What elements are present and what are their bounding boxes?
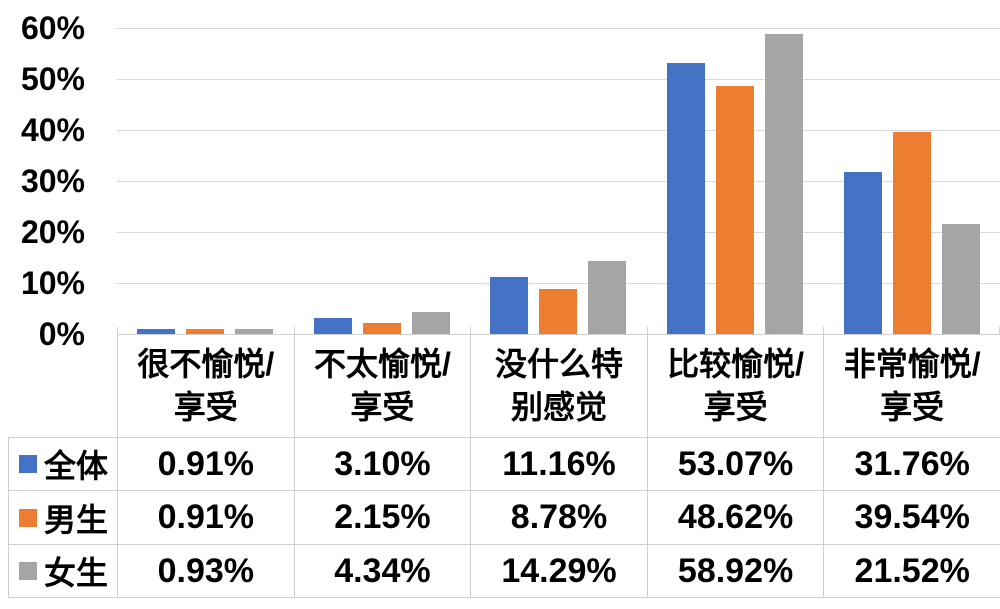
value-cell-s1-c3: 11.16% <box>470 437 647 490</box>
value-cell-s3-c1: 0.93% <box>117 544 294 598</box>
series-name: 男生 <box>44 501 109 538</box>
bar-group-5 <box>823 28 1000 334</box>
value-cell-s3-c4: 58.92% <box>646 544 824 598</box>
bar-group-3 <box>470 28 647 334</box>
bar-group-4 <box>647 28 824 334</box>
y-axis: 60% 50% 40% 30% 20% 10% 0% <box>0 0 85 351</box>
table-header-cell-4: 比较愉悦/ 享受 <box>646 334 824 437</box>
gridline <box>117 283 1000 284</box>
table-header-cell-5: 非常愉悦/ 享受 <box>823 334 1000 437</box>
bar-series1-cat3 <box>490 277 529 334</box>
legend-swatch-icon <box>19 562 37 580</box>
bar-series1-cat1 <box>137 329 176 334</box>
legend-swatch-icon <box>19 455 37 473</box>
value-cell-s2-c2: 2.15% <box>293 490 471 544</box>
axis-tick <box>646 327 648 335</box>
value-cell-s2-c3: 8.78% <box>470 490 647 544</box>
bar-series2-cat5 <box>892 132 931 334</box>
value-cell-s2-c5: 39.54% <box>823 490 1000 544</box>
value-cell-s2-c4: 48.62% <box>646 490 824 544</box>
gridline <box>117 28 1000 29</box>
bar-series2-cat4 <box>716 86 755 334</box>
bar-series1-cat5 <box>843 172 882 334</box>
axis-tick <box>293 327 295 335</box>
y-axis-tick-label: 50% <box>20 61 85 97</box>
y-axis-tick-label: 30% <box>20 163 85 199</box>
bar-series3-cat2 <box>411 311 450 334</box>
value-cell-s2-c1: 0.91% <box>117 490 294 544</box>
table-header-cell-3: 没什么特 别感觉 <box>470 334 647 437</box>
bar-series3-cat1 <box>235 329 274 334</box>
bar-series1-cat2 <box>313 318 352 334</box>
table-header-cell-1: 很不愉悦/ 享受 <box>117 334 294 437</box>
table-header-cell-2: 不太愉悦/ 享受 <box>293 334 471 437</box>
axis-tick <box>823 327 825 335</box>
legend-swatch-icon <box>19 508 37 527</box>
data-table: 很不愉悦/ 享受 不太愉悦/ 享受 没什么特 别感觉 比较愉悦/ 享受 非常愉悦/ 享受… <box>8 334 1000 598</box>
value-cell-s1-c1: 0.91% <box>117 437 294 490</box>
series-row-label-1: 全体 <box>8 437 117 490</box>
series-row-label-2: 男生 <box>8 490 117 544</box>
gridline <box>117 232 1000 233</box>
value-cell-s1-c2: 3.10% <box>293 437 471 490</box>
value-cell-s3-c2: 4.34% <box>293 544 471 598</box>
bar-series2-cat2 <box>362 323 401 334</box>
bar-series2-cat1 <box>186 329 225 334</box>
bar-series1-cat4 <box>667 63 706 334</box>
bar-series3-cat5 <box>941 224 980 334</box>
bar-groups <box>117 28 1000 334</box>
bar-group-2 <box>294 28 471 334</box>
bar-series3-cat4 <box>765 33 804 334</box>
y-axis-tick-label: 0% <box>38 316 85 352</box>
y-axis-tick-label: 60% <box>20 10 85 46</box>
series-name: 全体 <box>44 448 109 484</box>
bar-group-1 <box>117 28 294 334</box>
axis-tick <box>470 327 472 335</box>
value-cell-s3-c5: 21.52% <box>823 544 1000 598</box>
gridline <box>117 181 1000 182</box>
y-axis-tick-label: 10% <box>20 265 85 301</box>
plot-area <box>117 28 1000 335</box>
table-corner-cell <box>8 334 117 437</box>
y-axis-tick-label: 40% <box>20 112 85 148</box>
gridline <box>117 79 1000 80</box>
value-cell-s1-c4: 53.07% <box>646 437 824 490</box>
gridline <box>117 130 1000 131</box>
axis-tick <box>117 327 118 335</box>
series-name: 女生 <box>44 555 109 591</box>
value-cell-s1-c5: 31.76% <box>823 437 1000 490</box>
y-axis-tick-label: 20% <box>20 214 85 250</box>
series-row-label-3: 女生 <box>8 544 117 598</box>
bar-series2-cat3 <box>539 289 578 334</box>
bar-series3-cat3 <box>588 261 627 334</box>
value-cell-s3-c3: 14.29% <box>470 544 647 598</box>
